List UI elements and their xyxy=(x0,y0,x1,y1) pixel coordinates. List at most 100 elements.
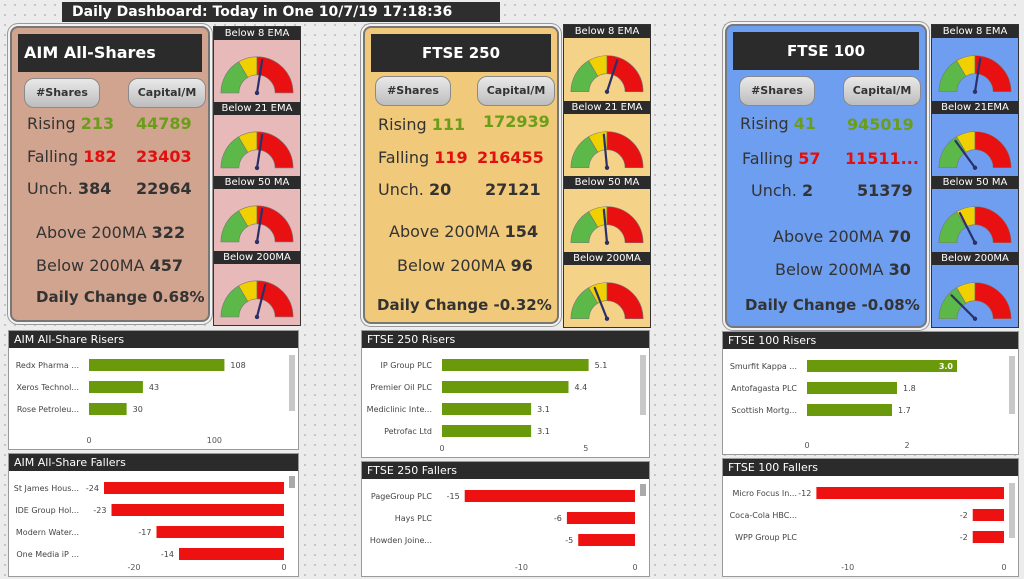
bar[interactable] xyxy=(807,404,892,416)
scrollbar-thumb[interactable] xyxy=(640,355,646,415)
shares-button[interactable]: #Shares xyxy=(739,76,815,106)
daily-change-label: Daily Change xyxy=(36,288,148,306)
ftse100-summary-card: FTSE 100 #Shares Capital/M Rising 41 945… xyxy=(725,24,927,328)
daily-change-row: Daily Change -0.08% xyxy=(745,296,920,314)
rising-label: Rising xyxy=(27,114,76,133)
gauge-dial xyxy=(570,281,644,321)
gauge-dial xyxy=(220,279,294,319)
below-200ma-row: Below 200MA 457 xyxy=(36,256,183,275)
rising-row: Rising 111 xyxy=(378,115,465,134)
bar-category-label: Smurfit Kappa ... xyxy=(730,362,797,371)
axis-tick-label: 5 xyxy=(583,444,588,453)
gauge-cell: Below 50 MA xyxy=(932,176,1018,252)
gauge-label: Below 50 MA xyxy=(932,176,1018,189)
bar[interactable] xyxy=(807,382,897,394)
bar-value-label: 1.7 xyxy=(898,406,911,415)
above-200ma-label: Above 200MA xyxy=(773,227,884,246)
capital-button[interactable]: Capital/M xyxy=(843,76,921,106)
bar-value-label: -17 xyxy=(138,528,151,537)
gauge-cell: Below 8 EMA xyxy=(214,27,300,102)
unchanged-capital: 22964 xyxy=(136,179,192,198)
gauge-hub xyxy=(604,89,610,94)
gauge-zone-red xyxy=(974,281,1012,319)
bar-category-label: Petrofac Ltd xyxy=(384,427,432,436)
bar[interactable] xyxy=(89,403,127,415)
bar[interactable] xyxy=(442,425,532,437)
bar-value-label: -24 xyxy=(86,484,99,493)
ftse250-risers-panel: FTSE 250 Risers IP Group PLC 5.1 Premier O… xyxy=(361,330,650,458)
shares-button[interactable]: #Shares xyxy=(24,78,100,108)
unchanged-row: Unch. 2 xyxy=(751,181,813,200)
gauge-hub xyxy=(972,240,978,245)
below-200ma-row: Below 200MA 30 xyxy=(775,260,911,279)
gauge-label: Below 200MA xyxy=(932,251,1018,265)
bar[interactable] xyxy=(464,490,635,502)
bar[interactable] xyxy=(179,548,284,560)
bar[interactable] xyxy=(89,381,143,393)
unchanged-label: Unch. xyxy=(27,179,73,198)
panel-title: AIM All-Share Risers xyxy=(9,331,298,348)
scrollbar-thumb[interactable] xyxy=(1009,483,1015,538)
bar-value-label: -6 xyxy=(554,514,562,523)
bar[interactable] xyxy=(104,482,284,494)
below-200ma-label: Below 200MA xyxy=(775,260,884,279)
gauge-label: Below 21 EMA xyxy=(564,100,650,114)
above-200ma-row: Above 200MA 154 xyxy=(389,222,538,241)
bar[interactable] xyxy=(442,403,532,415)
scrollbar-thumb[interactable] xyxy=(1009,356,1015,414)
scrollbar-thumb[interactable] xyxy=(640,484,646,496)
gauge-needle xyxy=(950,293,977,320)
gauge-zone-red xyxy=(974,55,1012,93)
gauge-zone-red xyxy=(974,206,1012,244)
above-200ma-value: 70 xyxy=(888,227,911,246)
bar-category-label: WPP Group PLC xyxy=(735,533,797,542)
falling-capital: 23403 xyxy=(136,147,192,166)
gauge-dial xyxy=(220,205,294,245)
aim-risers-panel: AIM All-Share Risers Redx Pharma ... 108 X… xyxy=(8,330,299,450)
bar-value-label: -12 xyxy=(798,489,811,498)
shares-button[interactable]: #Shares xyxy=(375,76,451,106)
falling-label: Falling xyxy=(27,147,79,166)
bar[interactable] xyxy=(578,534,635,546)
bar[interactable] xyxy=(972,509,1004,521)
daily-change-row: Daily Change 0.68% xyxy=(36,288,205,306)
gauge-label: Below 21 EMA xyxy=(214,101,300,115)
rising-count: 41 xyxy=(793,114,816,133)
gauge-zone-red xyxy=(256,279,294,317)
bar[interactable] xyxy=(89,359,225,371)
unchanged-capital: 27121 xyxy=(485,180,541,199)
capital-button[interactable]: Capital/M xyxy=(477,76,555,106)
gauge-cell: Below 50 MA xyxy=(214,176,300,251)
bar[interactable] xyxy=(807,360,957,372)
unchanged-count: 2 xyxy=(801,181,814,200)
axis-tick-label: -20 xyxy=(127,563,140,572)
bar[interactable] xyxy=(566,512,635,524)
below-200ma-value: 457 xyxy=(149,256,184,275)
bar[interactable] xyxy=(442,381,569,393)
below-200ma-value: 96 xyxy=(510,256,533,275)
bar-category-label: Scottish Mortg... xyxy=(731,406,797,415)
unchanged-count: 384 xyxy=(77,179,112,198)
bar-value-label: -5 xyxy=(565,536,573,545)
scrollbar-thumb[interactable] xyxy=(289,476,295,488)
axis-tick-label: 2 xyxy=(904,441,909,450)
gauge-zone-red xyxy=(974,130,1012,168)
daily-change-label: Daily Change xyxy=(745,296,857,314)
bar-category-label: Coca-Cola HBC... xyxy=(730,511,797,520)
bar[interactable] xyxy=(442,359,589,371)
gauge-dial xyxy=(220,130,294,170)
scrollbar-thumb[interactable] xyxy=(289,355,295,411)
bar[interactable] xyxy=(156,526,285,538)
bar[interactable] xyxy=(972,531,1004,543)
axis-tick-label: 100 xyxy=(207,436,222,445)
bar[interactable] xyxy=(111,504,285,516)
gauge-hub xyxy=(254,239,260,245)
bar[interactable] xyxy=(816,487,1004,499)
bar-category-label: IP Group PLC xyxy=(381,361,433,370)
bar-category-label: IDE Group Hol... xyxy=(15,506,79,515)
capital-button[interactable]: Capital/M xyxy=(128,78,206,108)
falling-row: Falling 182 xyxy=(27,147,117,166)
gauge-zone-red xyxy=(606,206,644,244)
above-200ma-value: 154 xyxy=(504,222,539,241)
bar-value-label: -2 xyxy=(960,533,968,542)
